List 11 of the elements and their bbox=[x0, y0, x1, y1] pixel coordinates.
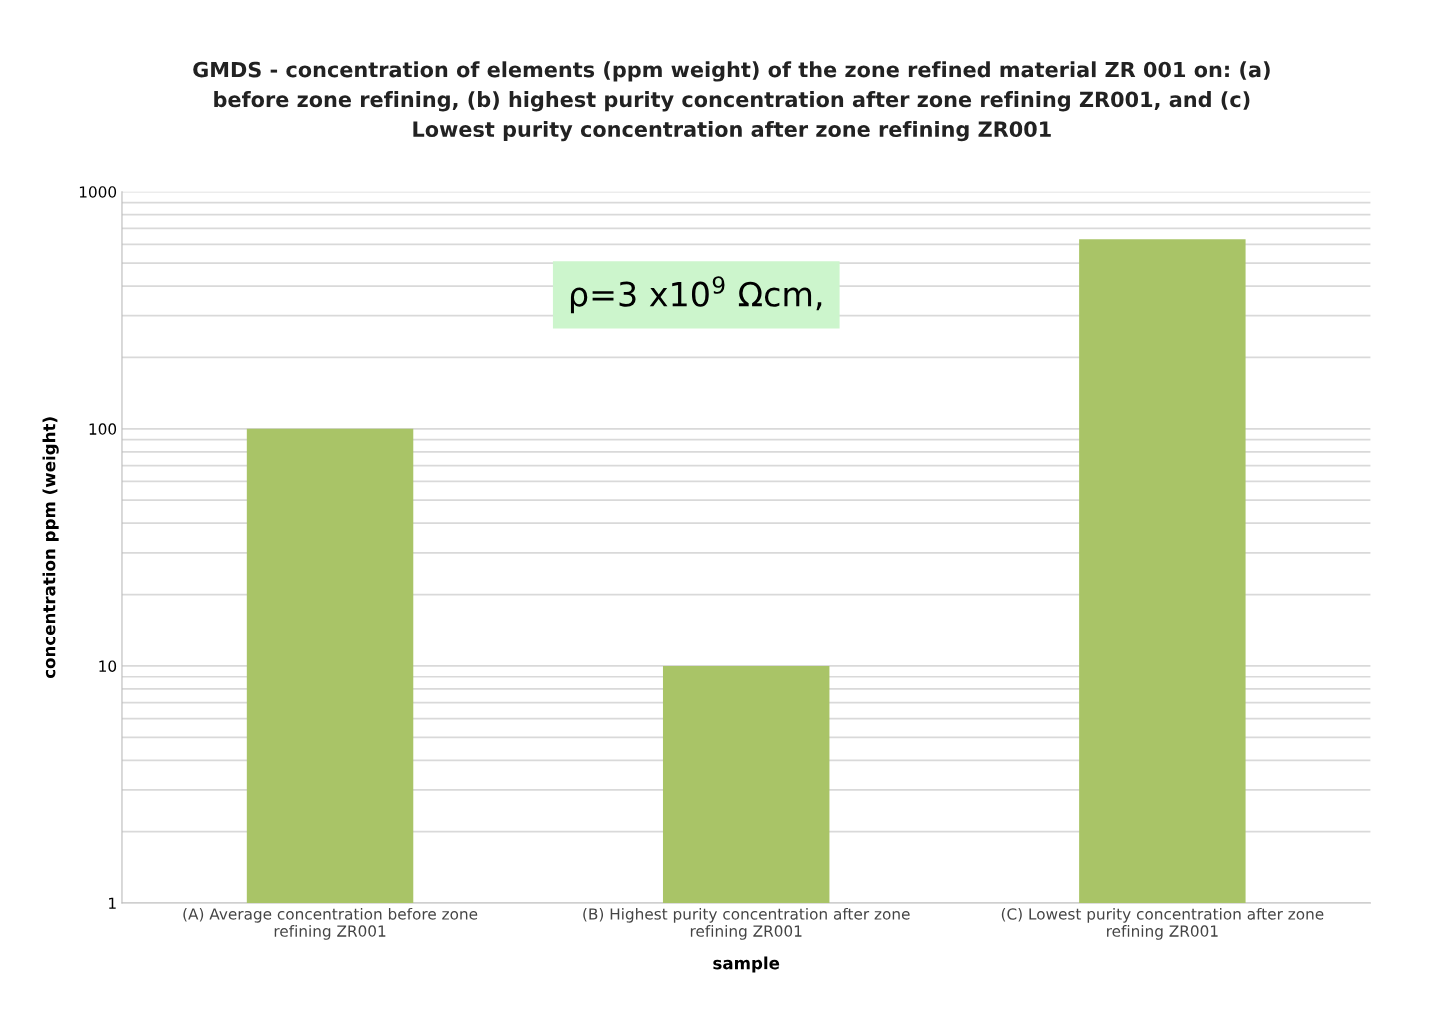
x-tick-label: (A) Average concentration before zone refining ZR001 bbox=[183, 907, 478, 940]
y-axis-title: concentration ppm (weight) bbox=[42, 417, 59, 679]
y-tick-label: 1000 bbox=[79, 186, 117, 198]
x-tick-label: (B) Highest purity concentration after zone refining ZR001 bbox=[583, 907, 910, 940]
y-tick-label: 10 bbox=[99, 660, 117, 672]
y-tick-label: 1 bbox=[109, 897, 116, 909]
annotation: ρ=3 x10$^{9}$ Ωcm, bbox=[570, 276, 822, 314]
x-axis-title: sample bbox=[713, 956, 780, 973]
x-tick-label: (C) Lowest purity concentration after zone refining ZR001 bbox=[1001, 907, 1324, 940]
y-tick-label: 100 bbox=[89, 423, 117, 435]
chart-title: GMDS - concentration of elements (ppm weight) of the zone refined material ZR 001 on: (a) before zone refining, (b) highest purity concentration after zone refining ZR001, and (c) Lowest purity concentration after zone refining ZR001 bbox=[193, 61, 1270, 142]
